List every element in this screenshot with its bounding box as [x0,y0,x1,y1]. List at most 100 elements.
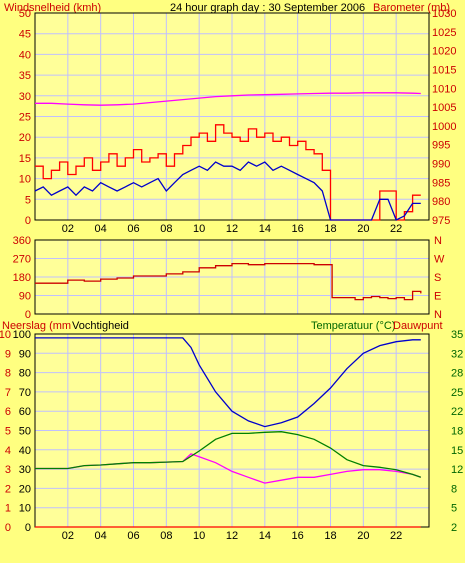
x-tick-label: 08 [160,530,172,542]
x-tick-label: 20 [357,530,369,542]
humidity-tick-label: 80 [19,368,31,380]
humidity-tick-label: 30 [19,464,31,476]
temperature-tick-label: 2 [451,522,457,534]
x-tick-label: 02 [62,530,74,542]
direction-tick-label: 270 [13,254,31,266]
direction-tick-label: 0 [25,309,31,321]
barometer-tick-label: 975 [432,215,450,227]
barometer-tick-label: 990 [432,159,450,171]
dewpoint-axis-label: Dauwpunt [393,320,443,332]
compass-tick-label: S [434,272,441,284]
x-tick-label: 02 [62,223,74,235]
barometer-tick-label: 985 [432,177,450,189]
x-tick-label: 14 [259,530,271,542]
humidity-tick-label: 100 [13,329,31,341]
x-tick-label: 10 [193,223,205,235]
wind-tick-label: 0 [25,215,31,227]
temperature-tick-label: 22 [451,406,463,418]
humidity-tick-label: 60 [19,406,31,418]
direction-tick-label: 90 [19,291,31,303]
temperature-tick-label: 18 [451,426,463,438]
rain-tick-label: 8 [5,368,11,380]
wind-tick-label: 50 [19,8,31,20]
temperature-tick-label: 28 [451,368,463,380]
wind-direction-line [35,262,422,301]
humidity-tick-label: 50 [19,426,31,438]
humidity-tick-label: 0 [25,522,31,534]
wind-tick-label: 30 [19,91,31,103]
wind-tick-label: 35 [19,70,31,82]
x-tick-label: 12 [226,530,238,542]
rain-tick-label: 2 [5,483,11,495]
humidity-axis-label: Vochtigheid [72,320,129,332]
rain-tick-label: 10 [0,329,11,341]
x-tick-label: 10 [193,530,205,542]
rain-tick-label: 7 [5,387,11,399]
compass-tick-label: E [434,291,441,303]
barometer-tick-label: 1025 [432,27,456,39]
rain-tick-label: 3 [5,464,11,476]
x-tick-label: 18 [324,530,336,542]
x-tick-label: 22 [390,223,402,235]
x-tick-label: 12 [226,223,238,235]
humidity-tick-label: 70 [19,387,31,399]
rain-tick-label: 6 [5,406,11,418]
wind-tick-label: 5 [25,194,31,206]
temperature-tick-label: 25 [451,387,463,399]
wind-tick-label: 40 [19,49,31,61]
temperature-axis-label: Temperatuur (°C) [311,320,395,332]
temperature-tick-label: 32 [451,348,463,360]
x-tick-label: 16 [292,223,304,235]
wind-average-line [34,161,421,221]
wind-tick-label: 10 [19,174,31,186]
rain-humidity-temperature-panel: 02 04 06 08 10 12 14 16 18 20 220 0 21 10 52 20 83 30 124 4… [0,329,463,542]
humidity-tick-label: 10 [19,503,31,515]
compass-tick-label: N [434,309,442,321]
x-tick-label: 18 [324,223,336,235]
x-tick-label: 06 [127,223,139,235]
x-tick-label: 04 [95,223,107,235]
rain-tick-label: 5 [5,426,11,438]
temperature-tick-label: 15 [451,445,463,457]
temperature-tick-label: 35 [451,329,463,341]
x-tick-label: 20 [357,223,369,235]
rain-axis-label: Neerslag (mm [2,320,71,332]
barometer-tick-label: 1000 [432,121,456,133]
humidity-tick-label: 40 [19,445,31,457]
wind-tick-label: 45 [19,29,31,41]
compass-tick-label: W [434,254,445,266]
x-tick-label: 04 [95,530,107,542]
plot-frame [34,12,430,221]
temperature-tick-label: 12 [451,464,463,476]
humidity-line [35,337,421,428]
wind-tick-label: 15 [19,153,31,165]
barometer-tick-label: 980 [432,196,450,208]
x-tick-label: 06 [127,530,139,542]
barometer-axis-label: Barometer (mb) [373,2,450,14]
wind-axis-label: Windsnelheid (kmh) [4,2,101,14]
wind-barometer-panel: 02 04 06 08 10 12 14 16 18 20 22051015202530354045… [19,8,457,235]
barometer-tick-label: 1010 [432,83,456,95]
humidity-tick-label: 20 [19,483,31,495]
direction-tick-label: 180 [13,272,31,284]
wind-tick-label: 25 [19,112,31,124]
temperature-tick-label: 8 [451,483,457,495]
rain-tick-label: 4 [5,445,11,457]
barometer-tick-label: 1015 [432,64,456,76]
plot-frame [34,239,430,315]
temperature-tick-label: 5 [451,503,457,515]
rain-tick-label: 1 [5,503,11,515]
barometer-tick-label: 1020 [432,46,456,58]
direction-tick-label: 360 [13,235,31,247]
x-tick-label: 08 [160,223,172,235]
barometer-line [35,92,421,106]
barometer-tick-label: 1030 [432,8,456,20]
temperature-line [35,431,422,478]
chart-title: 24 hour graph day : 30 September 2006 [170,2,365,14]
rain-tick-label: 9 [5,348,11,360]
x-tick-label: 22 [390,530,402,542]
x-tick-label: 16 [292,530,304,542]
barometer-tick-label: 1005 [432,102,456,114]
